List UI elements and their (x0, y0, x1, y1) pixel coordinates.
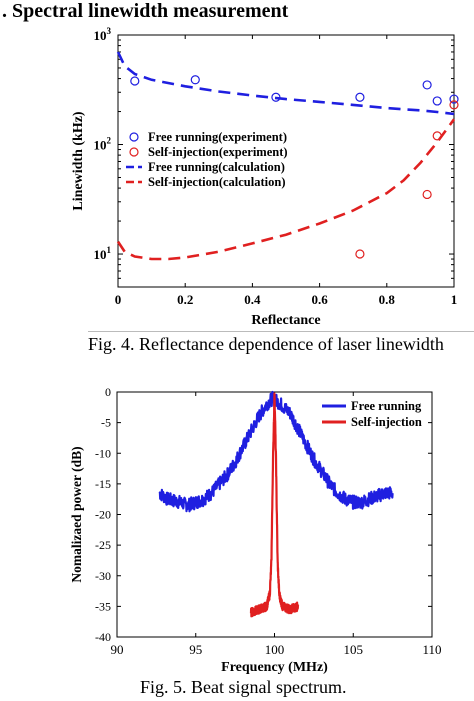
fig4-legend-entry: Free running(calculation) (148, 160, 285, 174)
fig5-xtick-label: 105 (344, 642, 364, 657)
fig4-xtick-label: 0.4 (244, 292, 261, 307)
fig4-data-point (130, 76, 140, 86)
fig4-xtick-label: 0 (115, 292, 122, 307)
fig5-ytick-label: -20 (95, 508, 111, 522)
figure-5-caption: Fig. 5. Beat signal spectrum. (140, 677, 347, 697)
fig5-ytick-label: -40 (95, 630, 111, 644)
fig5-xtick-label: 110 (422, 642, 441, 657)
fig4-legend-swatch (129, 132, 139, 142)
fig4-data-point (422, 80, 432, 90)
fig4-data-point (449, 100, 459, 110)
fig4-ytick-label: 103 (94, 26, 112, 43)
fig4-data-point (422, 189, 432, 200)
fig5-xtick-label: 90 (111, 642, 124, 657)
fig5-y-axis-label: Nomalizaed power (dB) (69, 446, 84, 582)
section-title: . Spectral linewidth measurement (2, 0, 289, 22)
fig5-chart (116, 390, 433, 638)
fig4-xtick-label: 1 (451, 292, 458, 307)
fig5-ytick-label: -5 (101, 416, 111, 430)
fig4-legend-entry: Free running(experiment) (148, 130, 287, 144)
fig5-ytick-label: -30 (95, 569, 111, 583)
fig5-ytick-label: 0 (105, 385, 111, 399)
fig4-ytick-label: 101 (94, 245, 112, 262)
fig4-series-line-3 (116, 118, 456, 261)
caption-rule (88, 331, 474, 332)
fig5-x-axis-label: Frequency (MHz) (221, 660, 328, 675)
fig5-series-line-1 (249, 392, 300, 618)
fig5-xtick-label: 95 (189, 642, 202, 657)
fig5-ytick-label: -35 (95, 599, 111, 613)
fig5-legend-entry: Free running (351, 399, 422, 413)
fig5-xtick-label: 100 (265, 642, 285, 657)
figure-4-caption: Fig. 4. Reflectance dependence of laser … (88, 334, 444, 354)
fig4-legend-entry: Self-injection(calculation) (148, 175, 285, 189)
fig4-xtick-label: 0.6 (311, 292, 328, 307)
fig5-series-line-0 (158, 390, 394, 513)
fig4-legend-entry: Self-injection(experiment) (148, 145, 288, 159)
fig5-legend-entry: Self-injection (351, 415, 422, 429)
fig4-data-point (190, 75, 200, 85)
fig5-ytick-label: -25 (95, 538, 111, 552)
fig5-ytick-label: -10 (95, 446, 111, 460)
fig5-ytick-label: -15 (95, 477, 111, 491)
fig4-xtick-label: 0.8 (379, 292, 396, 307)
fig4-legend-swatch (129, 147, 139, 157)
fig4-data-point (355, 92, 365, 102)
fig4-xtick-label: 0.2 (177, 292, 193, 307)
fig4-chart (116, 34, 459, 288)
fig4-data-point (432, 96, 442, 106)
fig4-y-axis-label: Linewidth (kHz) (71, 111, 86, 211)
fig4-ytick-label: 102 (94, 136, 112, 153)
fig4-series-line-2 (116, 51, 455, 116)
fig4-data-point (355, 249, 365, 259)
fig4-data-point (449, 94, 459, 104)
fig4-x-axis-label: Reflectance (251, 313, 320, 328)
